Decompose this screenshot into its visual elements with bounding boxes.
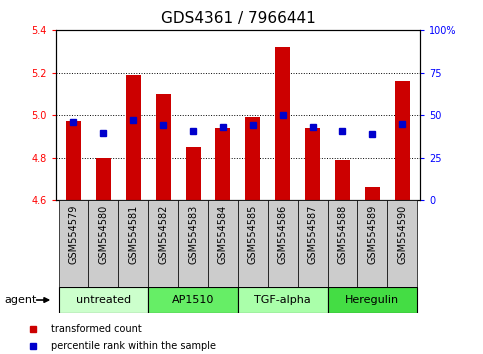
Bar [215, 128, 230, 200]
Text: untreated: untreated [76, 295, 131, 305]
FancyBboxPatch shape [327, 287, 417, 313]
Text: GSM554587: GSM554587 [308, 204, 318, 264]
Text: Heregulin: Heregulin [345, 295, 399, 305]
Text: GSM554583: GSM554583 [188, 204, 198, 264]
Text: GSM554581: GSM554581 [128, 204, 138, 264]
Bar [185, 147, 200, 200]
Text: percentile rank within the sample: percentile rank within the sample [51, 341, 216, 351]
Text: GDS4361 / 7966441: GDS4361 / 7966441 [160, 11, 315, 25]
Text: TGF-alpha: TGF-alpha [255, 295, 311, 305]
FancyBboxPatch shape [148, 287, 238, 313]
Text: GSM554586: GSM554586 [278, 204, 288, 264]
Bar [365, 187, 380, 200]
FancyBboxPatch shape [238, 287, 327, 313]
Text: transformed count: transformed count [51, 324, 142, 333]
Bar [66, 121, 81, 200]
FancyBboxPatch shape [238, 200, 268, 287]
Text: GSM554584: GSM554584 [218, 204, 228, 264]
Text: GSM554579: GSM554579 [69, 204, 78, 264]
Text: AP1510: AP1510 [172, 295, 214, 305]
Text: GSM554582: GSM554582 [158, 204, 168, 264]
Text: agent: agent [5, 295, 37, 305]
Text: GSM554589: GSM554589 [368, 204, 377, 264]
FancyBboxPatch shape [327, 200, 357, 287]
FancyBboxPatch shape [178, 200, 208, 287]
FancyBboxPatch shape [118, 200, 148, 287]
FancyBboxPatch shape [298, 200, 327, 287]
Bar [126, 75, 141, 200]
Bar [275, 47, 290, 200]
Text: GSM554580: GSM554580 [99, 204, 108, 264]
Bar [335, 160, 350, 200]
FancyBboxPatch shape [58, 287, 148, 313]
Bar [305, 128, 320, 200]
Bar [96, 158, 111, 200]
FancyBboxPatch shape [58, 200, 88, 287]
Text: GSM554590: GSM554590 [398, 204, 407, 264]
FancyBboxPatch shape [208, 200, 238, 287]
Bar [156, 94, 170, 200]
Text: GSM554585: GSM554585 [248, 204, 258, 264]
Bar [395, 81, 410, 200]
FancyBboxPatch shape [148, 200, 178, 287]
FancyBboxPatch shape [268, 200, 298, 287]
FancyBboxPatch shape [357, 200, 387, 287]
FancyBboxPatch shape [387, 200, 417, 287]
FancyBboxPatch shape [88, 200, 118, 287]
Bar [245, 117, 260, 200]
Text: GSM554588: GSM554588 [338, 204, 347, 264]
